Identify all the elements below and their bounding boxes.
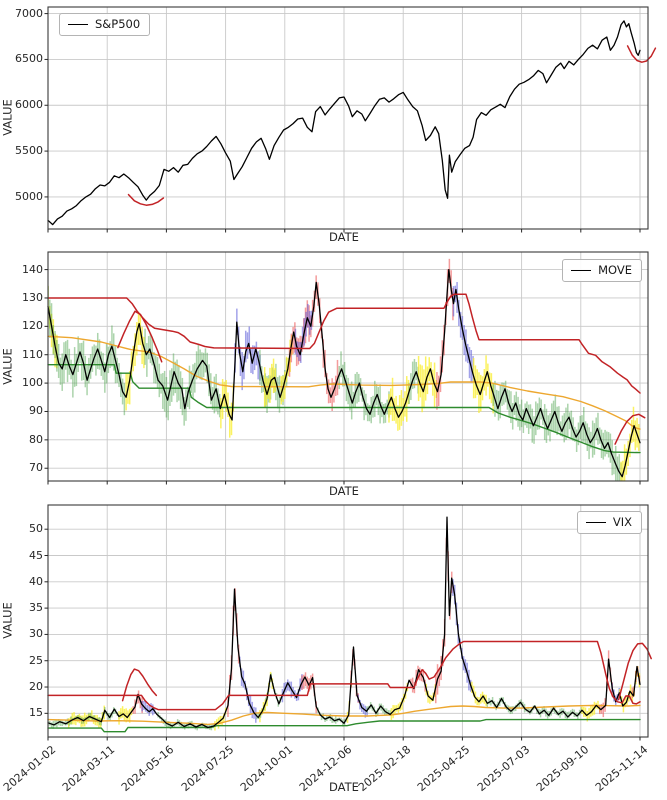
move-plot [44, 251, 649, 485]
y-tick-label: 6500 [15, 52, 43, 66]
band-green [492, 380, 622, 481]
series-line-move-red-threshold [47, 293, 641, 394]
y-tick-label: 35 [29, 601, 43, 615]
plot-border [47, 504, 649, 738]
band-yellow [214, 707, 227, 731]
y-tick-label: 140 [22, 262, 43, 276]
y-tick-label: 100 [22, 376, 43, 390]
sp500-plot [44, 6, 657, 233]
band-yellow [220, 379, 235, 438]
tick-marks [44, 528, 641, 741]
legend-line-sample [571, 269, 592, 271]
grid [47, 7, 648, 229]
band-green [408, 358, 419, 404]
series-line-vix-green-threshold [47, 718, 641, 733]
vix-chart-panel: VALUE VIX DATE 15 20 25 30 35 40 45 50 2024-01-0… [0, 499, 667, 800]
series-line-fit-arc-apr24 [117, 310, 163, 363]
y-tick-label: 7000 [15, 6, 43, 20]
x-axis-label: DATE [329, 780, 359, 794]
y-tick-label: 70 [29, 461, 43, 475]
legend-move: MOVE [562, 259, 642, 282]
series-line-fit-arc-2024 [127, 193, 165, 206]
band-yellow [581, 700, 601, 722]
y-tick-label: 90 [29, 404, 43, 418]
move-chart-panel: VALUE MOVE DATE 70 80 90 100 110 120 130 140 [0, 247, 667, 499]
y-tick-label: 5000 [15, 189, 43, 203]
y-tick-label: 120 [22, 319, 43, 333]
grid [47, 505, 648, 737]
series-line-fit-arc-end [617, 642, 652, 701]
y-tick-label: 6000 [15, 98, 43, 112]
vix-plot [44, 504, 652, 741]
series-line-move-orange-mean [47, 335, 641, 430]
y-tick-label: 50 [29, 522, 43, 536]
legend-label: VIX [612, 515, 632, 529]
uncertainty-bands [48, 258, 640, 481]
grid [47, 252, 648, 481]
band-blue [357, 694, 368, 718]
legend-line-sample [68, 23, 88, 25]
y-tick-label: 20 [29, 680, 43, 694]
x-axis-label: DATE [329, 484, 359, 498]
series-line-fit-arc-end [614, 413, 646, 445]
legend-label: S&P500 [95, 17, 141, 31]
series-line-vix-orange-mean [47, 704, 641, 726]
series-line-MOVE [47, 268, 641, 478]
series-line-move-green-threshold [47, 363, 641, 454]
sp500-chart-panel: VALUE S&P500 DATE 5000 5500 6000 6500 7000 [0, 0, 667, 247]
legend-vix: VIX [576, 511, 642, 534]
x-axis-label: DATE [329, 230, 359, 244]
y-tick-label: 40 [29, 574, 43, 588]
series-line-VIX [47, 516, 641, 729]
y-tick-label: 80 [29, 432, 43, 446]
plot-border [47, 251, 649, 482]
y-tick-label: 30 [29, 627, 43, 641]
plot-border [47, 6, 649, 230]
y-tick-label: 45 [29, 548, 43, 562]
y-tick-label: 5500 [15, 144, 43, 158]
band-green [317, 707, 348, 727]
y-tick-label: 130 [22, 290, 43, 304]
y-tick-label: 110 [22, 347, 43, 361]
legend-line-sample [585, 521, 606, 523]
tick-marks [44, 13, 641, 233]
series-line-fit-arc-apr24 [121, 668, 158, 702]
band-blue [234, 308, 261, 391]
series-line-fit-arc-2025 [626, 45, 657, 63]
tick-marks [44, 269, 641, 485]
legend-sp500: S&P500 [59, 13, 151, 36]
band-green [338, 351, 390, 424]
series-line-vix-red-threshold [47, 640, 641, 711]
y-tick-label: 15 [29, 706, 43, 720]
y-tick-label: 25 [29, 653, 43, 667]
legend-label: MOVE [598, 263, 632, 277]
series-line-S&P500 [47, 20, 641, 226]
